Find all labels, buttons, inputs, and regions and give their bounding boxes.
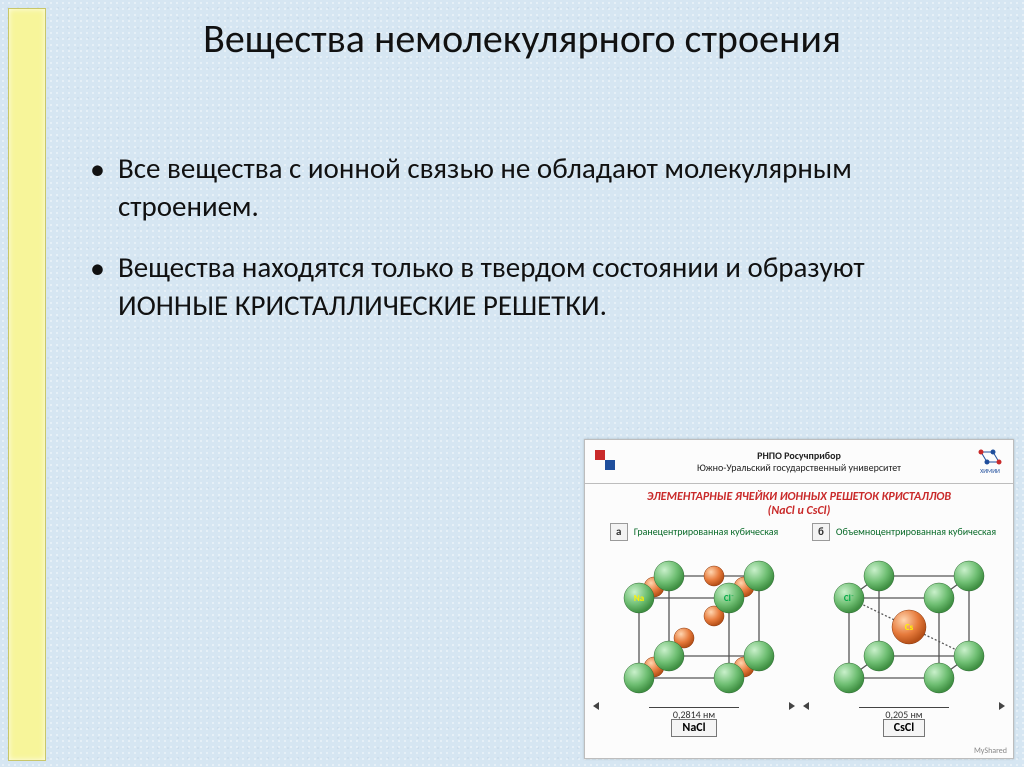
bullet-text: Вещества находятся только в твердом сост… [118, 249, 865, 323]
ion-label-cl: Cl⁻ [724, 593, 734, 604]
compound-a: NaCl [671, 719, 716, 737]
lattice-svg-a: Na Cl⁻ [604, 543, 784, 707]
ion-label-cl-b: Cl⁻ [844, 593, 854, 604]
panel-b: б Объемноцентрированная кубическая [804, 523, 1004, 737]
slide-title: Вещества немолекулярного строения [60, 16, 984, 62]
footer-right: MyShared [974, 746, 1007, 756]
figure-header: РНПО Росучприбор Южно-Уральский государс… [585, 440, 1013, 484]
panel-b-label: б Объемноцентрированная кубическая [804, 523, 1004, 541]
figure-panels: a Гранецентрированная кубическая [585, 519, 1013, 737]
lattice-figure: РНПО Росучприбор Южно-Уральский государс… [584, 439, 1014, 759]
ion-label-cs: Cs [905, 622, 914, 633]
accent-bar [8, 8, 46, 761]
university-name: Южно-Уральский государственный университ… [697, 461, 901, 474]
compound-b: CsCl [883, 719, 925, 737]
dimension-arrows: 0,205 нм [804, 707, 1004, 717]
panel-label-text: Объемноцентрированная кубическая [836, 526, 996, 537]
dimension-b: 0,205 нм [859, 707, 949, 721]
panel-a: a Гранецентрированная кубическая [594, 523, 794, 737]
lattice-svg-b: Cl⁻ Cs [814, 543, 994, 707]
panel-label-text: Гранецентрированная кубическая [634, 526, 779, 537]
bullet-text: Все вещества с ионной связью не обладают… [118, 150, 852, 224]
figure-title-line2: (NaCl и CsCl) [591, 504, 1007, 518]
figure-header-text: РНПО Росучприбор Южно-Уральский государс… [697, 450, 901, 474]
lattice-b: Cl⁻ Cs [814, 543, 994, 707]
bullet-item: Все вещества с ионной связью не обладают… [90, 150, 974, 225]
figure-title-line1: ЭЛЕМЕНТАРНЫЕ ЯЧЕЙКИ ИОННЫХ РЕШЕТОК КРИСТ… [647, 490, 951, 504]
lattice-a: Na Cl⁻ [604, 543, 784, 707]
panel-tag: a [610, 523, 628, 541]
panel-a-label: a Гранецентрированная кубическая [594, 523, 794, 541]
panel-tag: б [812, 523, 830, 541]
ion-label-na: Na [634, 593, 644, 604]
slide-body: Все вещества с ионной связью не обладают… [90, 150, 974, 349]
figure-footer: MyShared [585, 746, 1013, 756]
dept-logo-icon: ХИМИИ [973, 446, 1007, 481]
dept-label: ХИМИИ [980, 467, 1000, 475]
org-logo-icon [591, 446, 621, 481]
dimension-a: 0,2814 нм [649, 707, 739, 721]
dimension-arrows: 0,2814 нм [594, 707, 794, 717]
slide: Вещества немолекулярного строения Все ве… [0, 0, 1024, 767]
bullet-item: Вещества находятся только в твердом сост… [90, 249, 974, 324]
figure-title: ЭЛЕМЕНТАРНЫЕ ЯЧЕЙКИ ИОННЫХ РЕШЕТОК КРИСТ… [585, 484, 1013, 519]
